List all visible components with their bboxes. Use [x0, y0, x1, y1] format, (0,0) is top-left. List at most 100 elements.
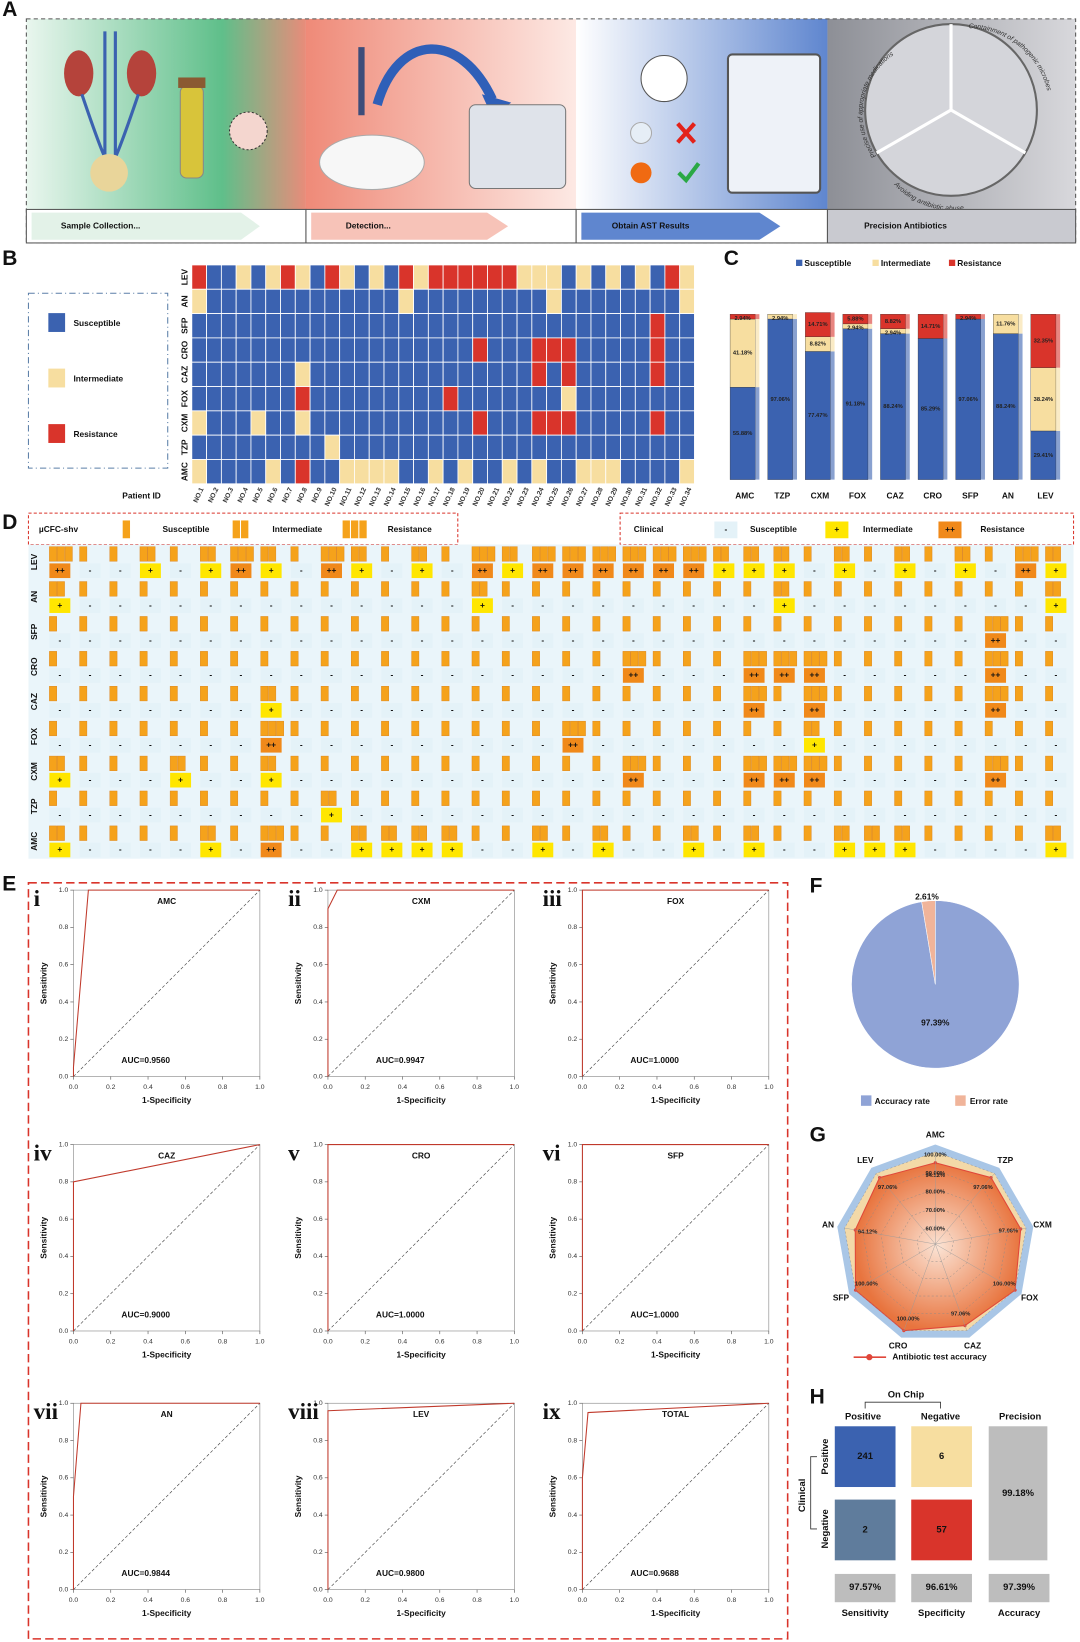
x-tick-label: 0.0 [323, 1338, 333, 1345]
clinical-cell [351, 703, 373, 718]
chip-legend-label: Susceptible [162, 524, 209, 534]
clinical-cell [592, 842, 614, 858]
heat-cell [368, 459, 385, 485]
clinical-cell [803, 737, 825, 753]
chip-legend-square [232, 520, 240, 539]
heat-cell [664, 337, 681, 363]
clinical-symbol: + [269, 565, 274, 575]
clinical-cell [773, 807, 795, 823]
x-axis-label: Patient ID [122, 491, 161, 501]
heat-cell [398, 361, 414, 387]
chip-square [743, 581, 752, 597]
chip-square [1015, 790, 1023, 806]
clinical-cell [894, 633, 916, 648]
bar-side [1055, 314, 1061, 368]
clinical-cell [321, 842, 342, 858]
chip-square [1045, 790, 1053, 806]
chip-square [803, 616, 812, 632]
chip-square [608, 546, 616, 562]
heat-cell [324, 410, 341, 436]
chip-square [690, 546, 699, 562]
clinical-cell [864, 598, 886, 613]
clinical-cell [622, 807, 644, 823]
chip-square [743, 720, 752, 737]
clinical-cell [743, 842, 765, 858]
heat-cell [620, 386, 636, 412]
chip-square [320, 616, 329, 632]
clinical-symbol: - [240, 635, 243, 645]
clinical-symbol: + [57, 844, 62, 854]
heat-cell [309, 313, 326, 339]
x-tick-label: 0.4 [143, 1084, 153, 1091]
chip-square [351, 616, 359, 632]
x-tick-label: 0.6 [690, 1597, 700, 1604]
clinical-cell [79, 633, 101, 648]
heat-cell [339, 337, 355, 363]
heat-cell [280, 410, 296, 436]
chip-square [351, 651, 359, 667]
y-tick-label: 0.8 [313, 1179, 323, 1186]
clinical-symbol: - [723, 774, 726, 784]
heat-cell [280, 434, 296, 460]
value-label: 2.94% [960, 316, 976, 322]
heat-cell [280, 459, 296, 485]
chip-square [1015, 825, 1023, 841]
subpanel-label: vi [543, 1139, 562, 1165]
heat-cell [457, 434, 474, 460]
chip-square [562, 686, 571, 702]
clinical-symbol: ++ [236, 565, 246, 575]
clinical-symbol: - [209, 809, 212, 819]
x-tick-label: 0.2 [106, 1338, 116, 1345]
y-tick-label: 0.0 [59, 1586, 69, 1593]
row-label: AMC [180, 462, 190, 481]
clinical-symbol: - [662, 739, 665, 749]
chip-square [532, 755, 540, 771]
clinical-legend-symbol: - [724, 524, 727, 534]
chip-square [109, 790, 118, 806]
chip-square [358, 825, 367, 841]
clinical-cell [954, 633, 976, 648]
clinical-cell [502, 598, 524, 613]
y-tick-label: 0.8 [313, 1437, 323, 1444]
heat-cell [442, 288, 459, 314]
clinical-cell [773, 842, 795, 858]
heat-cell [398, 386, 414, 412]
heat-cell [413, 459, 429, 485]
heat-cell [250, 264, 267, 290]
patient-label: NO.8 [296, 486, 309, 504]
value-label: 2.94% [847, 326, 863, 332]
clinical-cell [290, 703, 312, 718]
clinical-cell [411, 772, 433, 788]
chip-square [1045, 720, 1053, 737]
cell-value: 241 [857, 1450, 873, 1461]
patient-label: NO.14 [383, 486, 398, 507]
heat-cell [339, 459, 355, 485]
value-label: 38.24% [1034, 397, 1054, 403]
clinical-symbol: - [511, 774, 514, 784]
chip-square [562, 755, 571, 771]
x-tick-label: 0.6 [435, 1084, 445, 1091]
chip-square [449, 825, 458, 841]
step-arrow [581, 212, 781, 240]
clinical-cell [924, 703, 946, 718]
heat-cell [457, 337, 474, 363]
clinical-cell [502, 703, 524, 718]
x-axis-label: 1-Specificity [397, 1608, 447, 1618]
heat-cell [546, 313, 562, 339]
bar-side [867, 314, 873, 324]
x-tick-label: 0.0 [323, 1084, 333, 1091]
clinical-symbol: - [934, 809, 937, 819]
clinical-symbol: - [330, 844, 333, 854]
clinical-cell [471, 807, 493, 823]
clinical-symbol: - [572, 809, 575, 819]
chip-square [49, 686, 57, 702]
value-label: 8.82% [885, 319, 901, 325]
heat-cell [368, 410, 385, 436]
heat-cell [398, 264, 414, 290]
chip-square [683, 616, 691, 632]
heat-cell [427, 434, 444, 460]
metric-cell [988, 1573, 1050, 1603]
legend-box [27, 292, 169, 469]
heat-cell [354, 264, 370, 290]
x-axis-label: 1-Specificity [651, 1095, 701, 1105]
